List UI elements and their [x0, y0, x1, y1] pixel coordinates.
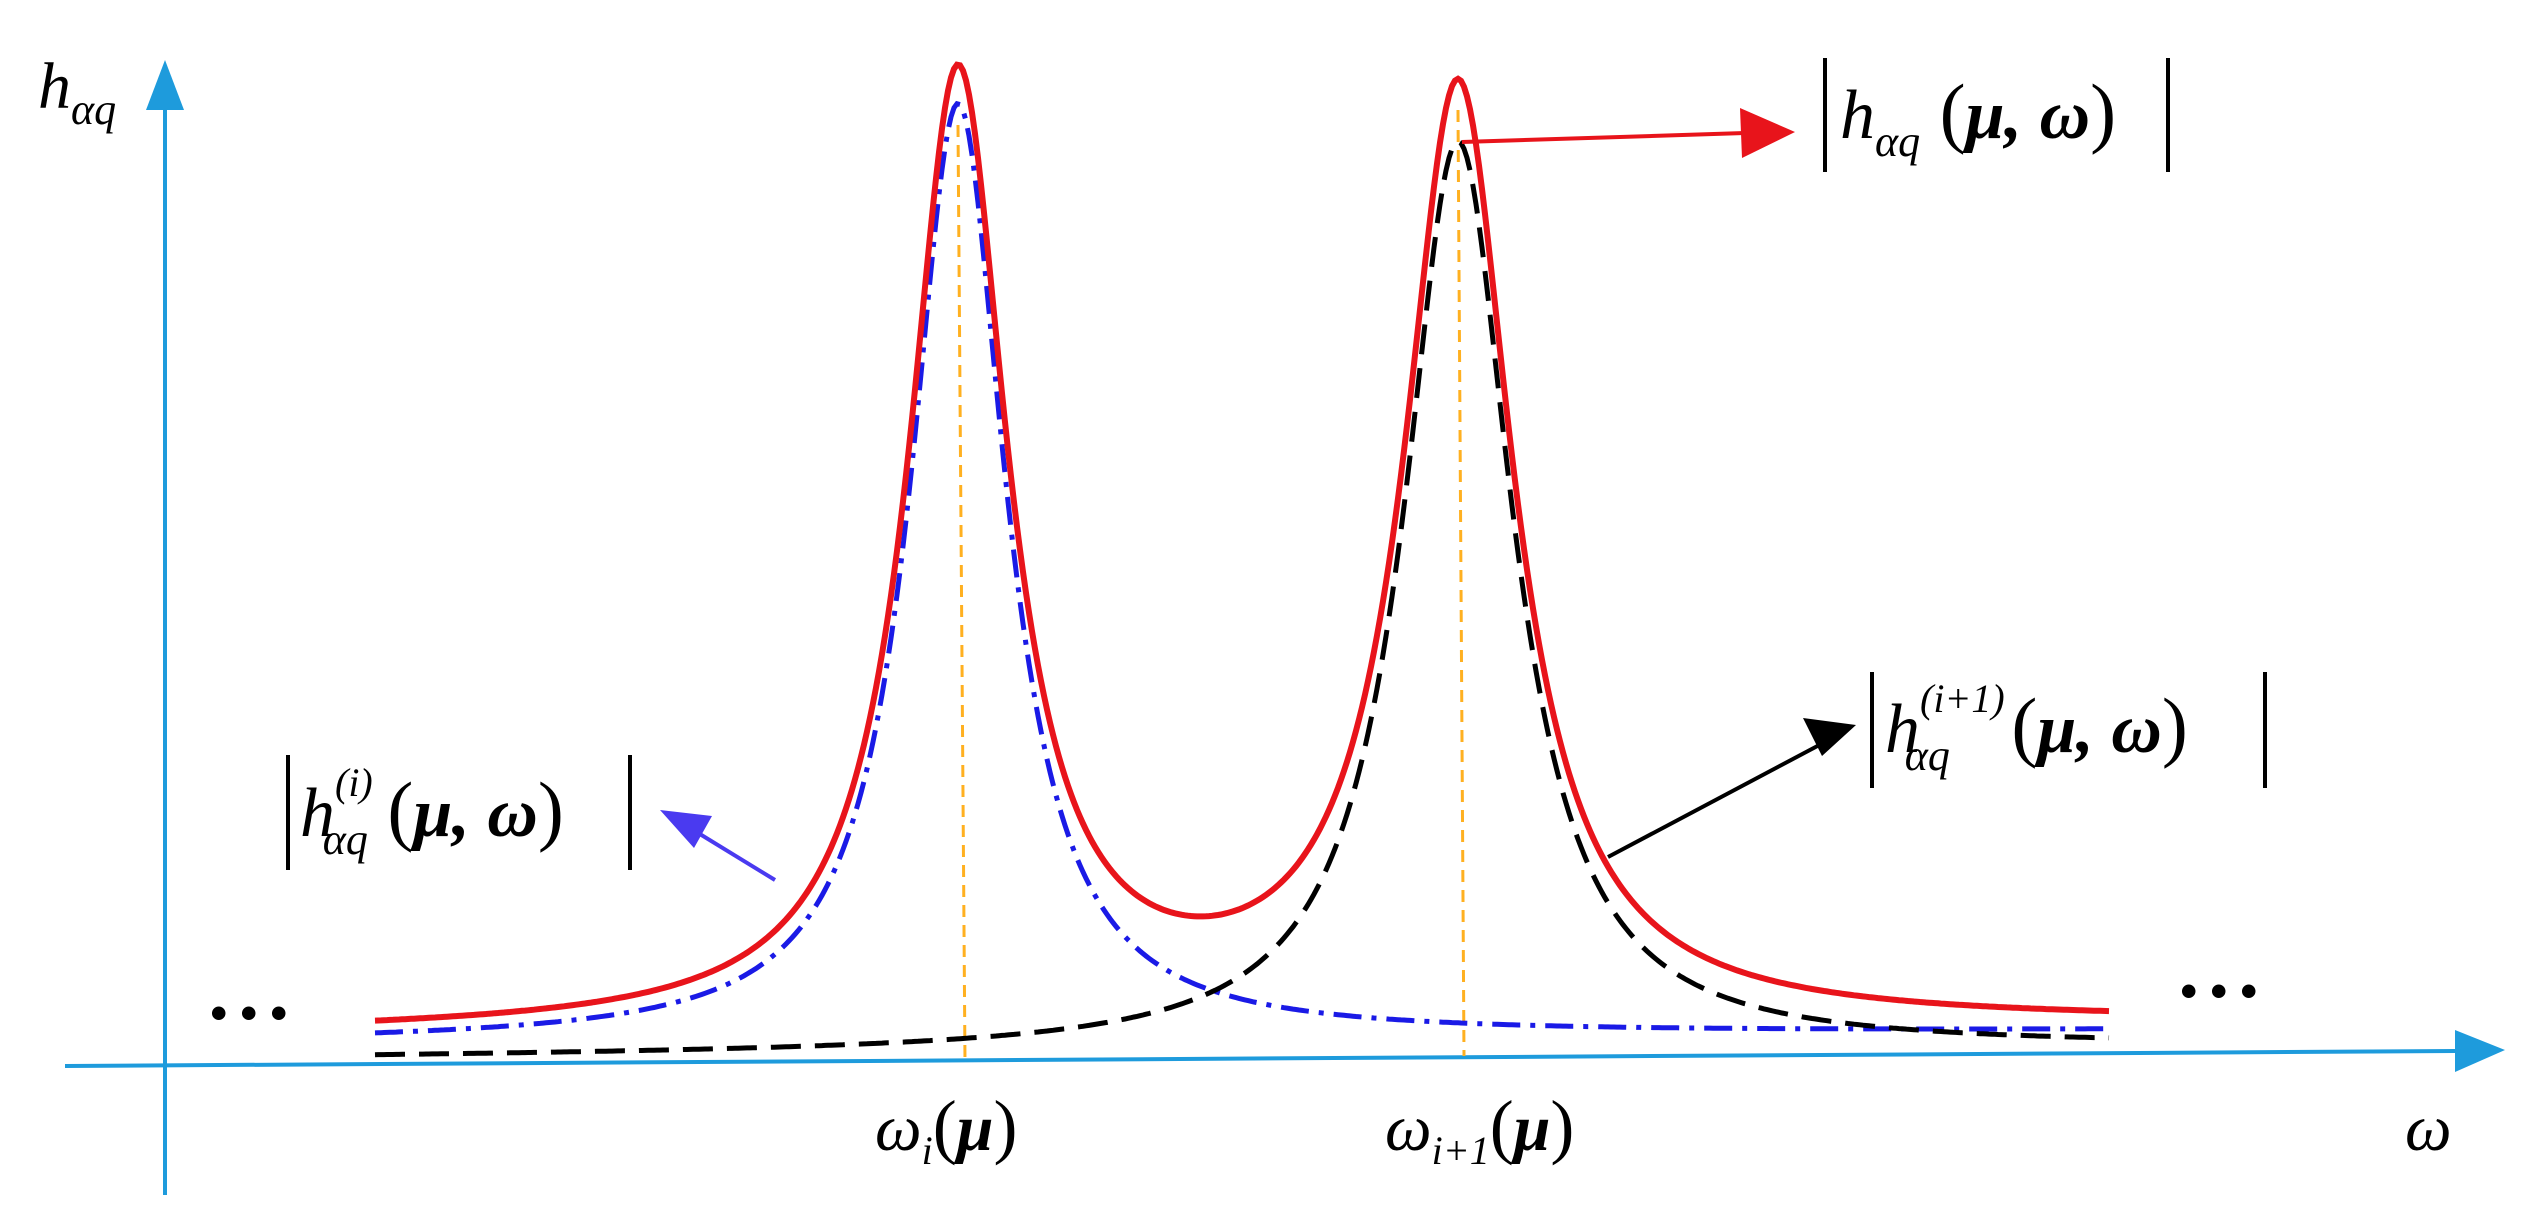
x-axis: [64, 1049, 2456, 1068]
arrow-mode-i1: [1607, 718, 1856, 859]
axes: [64, 60, 2505, 1195]
x-axis-label: ω: [2405, 1092, 2452, 1165]
guide-line-omega-i1: [1456, 109, 1466, 1057]
label-mode-i1: h(i+1) αq (μ, ω): [1870, 672, 2267, 788]
y-axis-label: hαq: [38, 50, 116, 134]
curve-mode-i: [374, 100, 2109, 1036]
tick-omega-i: ωi(μ): [875, 1086, 1017, 1173]
ellipsis-right: • • •: [2180, 963, 2258, 1019]
curve-total: [374, 61, 2110, 1024]
ellipsis-left: • • •: [210, 985, 288, 1041]
arrow-total: [1461, 108, 1795, 158]
label-total: hαq (μ, ω): [1823, 58, 2170, 172]
tick-omega-i1: ωi+1(μ): [1385, 1086, 1574, 1173]
label-mode-i: h(i) αq (μ, ω): [286, 755, 632, 870]
svg-text:hαq (μ, ω): hαq (μ, ω): [1840, 68, 2116, 166]
svg-text:h(i)αq (μ, ω): h(i) αq (μ, ω): [300, 760, 564, 864]
svg-text:h(i+1)αq (μ, ω): h(i+1) αq (μ, ω): [1885, 676, 2188, 780]
curve-mode-i1: [374, 138, 2110, 1058]
y-axis-arrowhead: [146, 60, 184, 110]
guide-line-omega-i: [956, 124, 967, 1063]
arrow-mode-i: [660, 810, 777, 882]
x-axis-arrowhead: [2455, 1030, 2505, 1072]
